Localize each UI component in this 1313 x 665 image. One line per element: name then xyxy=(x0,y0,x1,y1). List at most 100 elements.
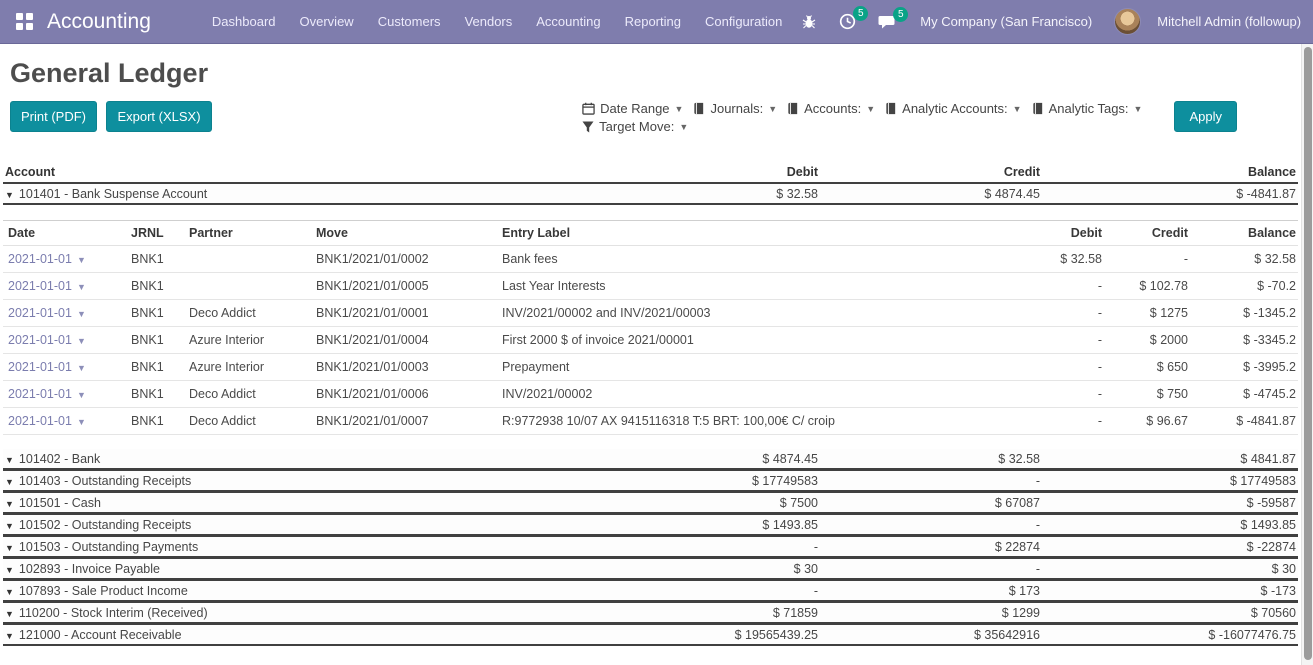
account-toggle[interactable]: ▼ 102893 - Invoice Payable xyxy=(5,561,160,576)
apps-grid-square xyxy=(16,13,23,20)
analytic-accounts-filter[interactable]: Analytic Accounts: ▼ xyxy=(885,101,1022,116)
caret-down-icon: ▼ xyxy=(5,498,14,509)
move-line-balance: $ 32.58 xyxy=(1254,252,1296,266)
move-line-credit: - xyxy=(1183,252,1188,266)
move-line-partner: Azure Interior xyxy=(189,333,265,347)
caret-down-icon: ▼ xyxy=(5,454,14,465)
account-debit: - xyxy=(813,583,818,598)
account-row: ▼ 110200 - Stock Interim (Received) $ 718… xyxy=(3,603,1298,624)
analytic-tags-filter[interactable]: Analytic Tags: ▼ xyxy=(1032,101,1143,116)
journal-book-icon xyxy=(886,102,896,115)
move-line-entry-label: First 2000 $ of invoice 2021/00001 xyxy=(502,333,694,347)
menu-item[interactable]: Accounting xyxy=(536,14,601,29)
move-line-date-link[interactable]: 2021-01-01 ▼ xyxy=(8,279,86,293)
move-line-credit: $ 2000 xyxy=(1149,333,1188,347)
move-line-entry-label: Bank fees xyxy=(502,252,558,266)
column-header-move: Move xyxy=(316,226,348,240)
column-header-balance: Balance xyxy=(1248,164,1296,179)
move-line-journal: BNK1 xyxy=(131,306,164,320)
apps-grid-square xyxy=(26,23,33,30)
target-move-filter[interactable]: Target Move: ▼ xyxy=(582,119,688,134)
caret-down-icon: ▼ xyxy=(5,476,14,487)
account-debit: $ 1493.85 xyxy=(762,517,818,532)
accounts-filter[interactable]: Accounts: ▼ xyxy=(787,101,875,116)
account-debit: $ 4874.45 xyxy=(762,451,818,466)
export-xlsx-button[interactable]: Export (XLSX) xyxy=(106,101,212,132)
menu-item[interactable]: Overview xyxy=(299,14,354,29)
account-toggle[interactable]: ▼ 101402 - Bank xyxy=(5,451,101,466)
menu-item[interactable]: Vendors xyxy=(464,14,513,29)
messages-chat-icon[interactable]: 5 xyxy=(870,6,909,35)
activities-clock-icon[interactable]: 5 xyxy=(831,6,869,35)
app-brand[interactable]: Accounting xyxy=(47,9,151,33)
report-filters: Date Range ▼ Journals: ▼ Accounts: ▼ xyxy=(582,101,1152,137)
chevron-down-icon: ▼ xyxy=(76,309,86,319)
calendar-icon xyxy=(582,102,595,115)
journals-filter[interactable]: Journals: ▼ xyxy=(693,101,777,116)
move-line-move: BNK1/2021/01/0002 xyxy=(316,252,429,266)
move-line-journal: BNK1 xyxy=(131,333,164,347)
account-toggle[interactable]: ▼ 101502 - Outstanding Receipts xyxy=(5,517,192,532)
move-line-balance: $ -1345.2 xyxy=(1243,306,1296,320)
move-line-partner: Deco Addict xyxy=(189,387,256,401)
account-debit: - xyxy=(813,539,818,554)
print-pdf-button[interactable]: Print (PDF) xyxy=(10,101,97,132)
move-line-credit: $ 650 xyxy=(1156,360,1188,374)
menu-item[interactable]: Dashboard xyxy=(211,14,276,29)
account-toggle[interactable]: ▼ 107893 - Sale Product Income xyxy=(5,583,188,598)
move-line-row: 2021-01-01 ▼ BNK1 BNK1/2021/01/0002 Bank … xyxy=(3,246,1298,273)
account-balance: $ -173 xyxy=(1260,583,1296,598)
move-line-date-link[interactable]: 2021-01-01 ▼ xyxy=(8,387,86,401)
move-line-debit: - xyxy=(1097,414,1102,428)
move-line-entry-label: R:9772938 10/07 AX 9415116318 T:5 BRT: 1… xyxy=(502,414,835,428)
menu-item[interactable]: Customers xyxy=(377,14,441,29)
account-row: ▼ 101502 - Outstanding Receipts $ 1493.85… xyxy=(3,515,1298,536)
journal-book-icon xyxy=(694,102,704,115)
apply-button[interactable]: Apply xyxy=(1174,101,1237,132)
move-line-move: BNK1/2021/01/0003 xyxy=(316,360,429,374)
move-line-debit: - xyxy=(1097,306,1102,320)
detail-header-row: Date JRNL Partner Move Entry Label Debit… xyxy=(3,220,1298,246)
move-line-date-link[interactable]: 2021-01-01 ▼ xyxy=(8,252,86,266)
apps-grid-icon[interactable] xyxy=(16,13,33,30)
account-toggle[interactable]: ▼ 101401 - Bank Suspense Account xyxy=(5,186,208,201)
column-header-debit: Debit xyxy=(786,164,818,179)
move-line-move: BNK1/2021/01/0006 xyxy=(316,387,429,401)
account-move-lines: Date JRNL Partner Move Entry Label Debit… xyxy=(3,220,1298,435)
account-toggle[interactable]: ▼ 101503 - Outstanding Payments xyxy=(5,539,199,554)
move-line-move: BNK1/2021/01/0001 xyxy=(316,306,429,320)
debug-bug-icon[interactable] xyxy=(793,9,825,35)
account-balance: $ 70560 xyxy=(1250,605,1296,620)
move-line-row: 2021-01-01 ▼ BNK1 Deco Addict BNK1/2021/0… xyxy=(3,300,1298,327)
account-credit: $ 4874.45 xyxy=(984,186,1040,201)
chevron-down-icon: ▼ xyxy=(1133,103,1143,114)
account-balance: $ 17749583 xyxy=(1229,473,1296,488)
menu-item[interactable]: Reporting xyxy=(624,14,681,29)
date-range-filter[interactable]: Date Range ▼ xyxy=(582,101,683,116)
account-row-expanded: ▼ 101401 - Bank Suspense Account $ 32.58 … xyxy=(3,184,1298,205)
menu-item[interactable]: Configuration xyxy=(704,14,783,29)
account-toggle[interactable]: ▼ 101501 - Cash xyxy=(5,495,101,510)
account-toggle[interactable]: ▼ 101403 - Outstanding Receipts xyxy=(5,473,192,488)
company-switcher[interactable]: My Company (San Francisco) xyxy=(920,14,1093,29)
chevron-down-icon: ▼ xyxy=(1012,103,1022,114)
account-toggle[interactable]: ▼ 121000 - Account Receivable xyxy=(5,627,182,642)
account-balance: $ -59587 xyxy=(1246,495,1296,510)
chevron-down-icon: ▼ xyxy=(76,282,86,292)
account-balance: $ 1493.85 xyxy=(1240,517,1296,532)
move-line-date-link[interactable]: 2021-01-01 ▼ xyxy=(8,414,86,428)
activity-count-badge: 5 xyxy=(853,6,869,21)
move-line-journal: BNK1 xyxy=(131,252,164,266)
move-line-date-link[interactable]: 2021-01-01 ▼ xyxy=(8,333,86,347)
column-header-date: Date xyxy=(8,226,36,240)
account-toggle[interactable]: ▼ 110200 - Stock Interim (Received) xyxy=(5,605,208,620)
scrollbar-thumb[interactable] xyxy=(1304,47,1312,660)
user-avatar[interactable] xyxy=(1114,8,1142,35)
user-menu[interactable]: Mitchell Admin (followup) xyxy=(1157,14,1302,29)
move-line-date-link[interactable]: 2021-01-01 ▼ xyxy=(8,306,86,320)
account-credit: $ 67087 xyxy=(994,495,1040,510)
move-line-credit: $ 102.78 xyxy=(1139,279,1188,293)
account-balance: $ -16077476.75 xyxy=(1208,627,1296,642)
move-line-debit: - xyxy=(1097,333,1102,347)
move-line-date-link[interactable]: 2021-01-01 ▼ xyxy=(8,360,86,374)
